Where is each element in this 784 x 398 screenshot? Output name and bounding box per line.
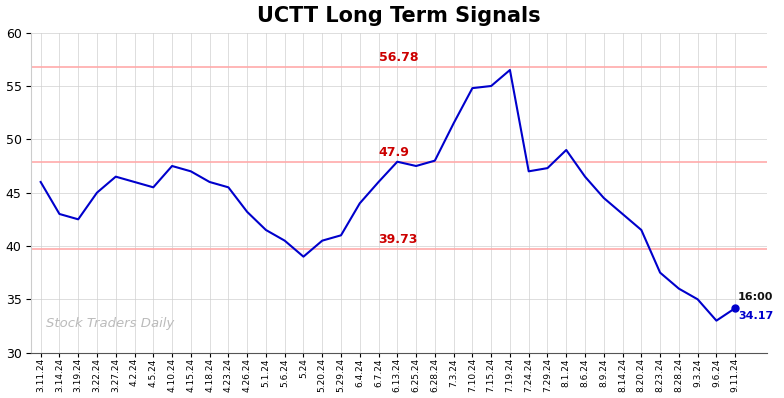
Text: 47.9: 47.9 — [379, 146, 409, 158]
Text: 34.17: 34.17 — [738, 311, 773, 321]
Text: 16:00: 16:00 — [738, 292, 773, 302]
Title: UCTT Long Term Signals: UCTT Long Term Signals — [257, 6, 541, 25]
Text: Stock Traders Daily: Stock Traders Daily — [46, 317, 174, 330]
Text: 39.73: 39.73 — [379, 233, 418, 246]
Text: 56.78: 56.78 — [379, 51, 418, 64]
